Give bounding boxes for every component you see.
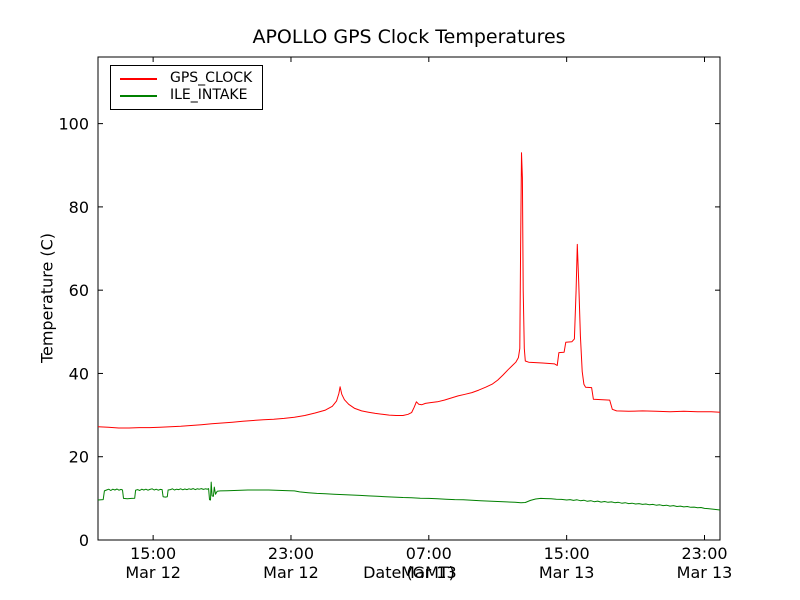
y-tick-label: 60 [69, 281, 89, 300]
series-line-gps_clock [97, 152, 721, 429]
legend-label-gps-clock: GPS_CLOCK [170, 70, 253, 86]
y-tick-label: 80 [69, 198, 89, 217]
legend-item-ile-intake: ILE_INTAKE [120, 87, 252, 104]
x-tick-label: 07:00 Mar 13 [401, 544, 457, 582]
chart-title: APOLLO GPS Clock Temperatures [252, 26, 566, 48]
x-axis-label: Date (GMT) [363, 563, 455, 582]
x-tick-label: 15:00 Mar 12 [125, 544, 181, 582]
y-tick-label: 0 [79, 531, 89, 550]
x-tick-label: 23:00 Mar 13 [677, 544, 733, 582]
gps-clock-line-swatch [120, 77, 157, 80]
axes-frame [97, 56, 721, 541]
y-tick-label: 100 [58, 115, 89, 134]
y-tick-label: 20 [69, 448, 89, 467]
ile-intake-line-swatch [120, 94, 157, 97]
legend: GPS_CLOCK ILE_INTAKE [110, 65, 264, 110]
legend-item-gps-clock: GPS_CLOCK [120, 70, 252, 87]
x-tick-label: 23:00 Mar 12 [263, 544, 319, 582]
y-tick-label: 40 [69, 364, 89, 383]
legend-label-ile-intake: ILE_INTAKE [170, 87, 248, 103]
series-line-ile_intake [97, 481, 721, 511]
x-tick-label: 15:00 Mar 13 [539, 544, 595, 582]
